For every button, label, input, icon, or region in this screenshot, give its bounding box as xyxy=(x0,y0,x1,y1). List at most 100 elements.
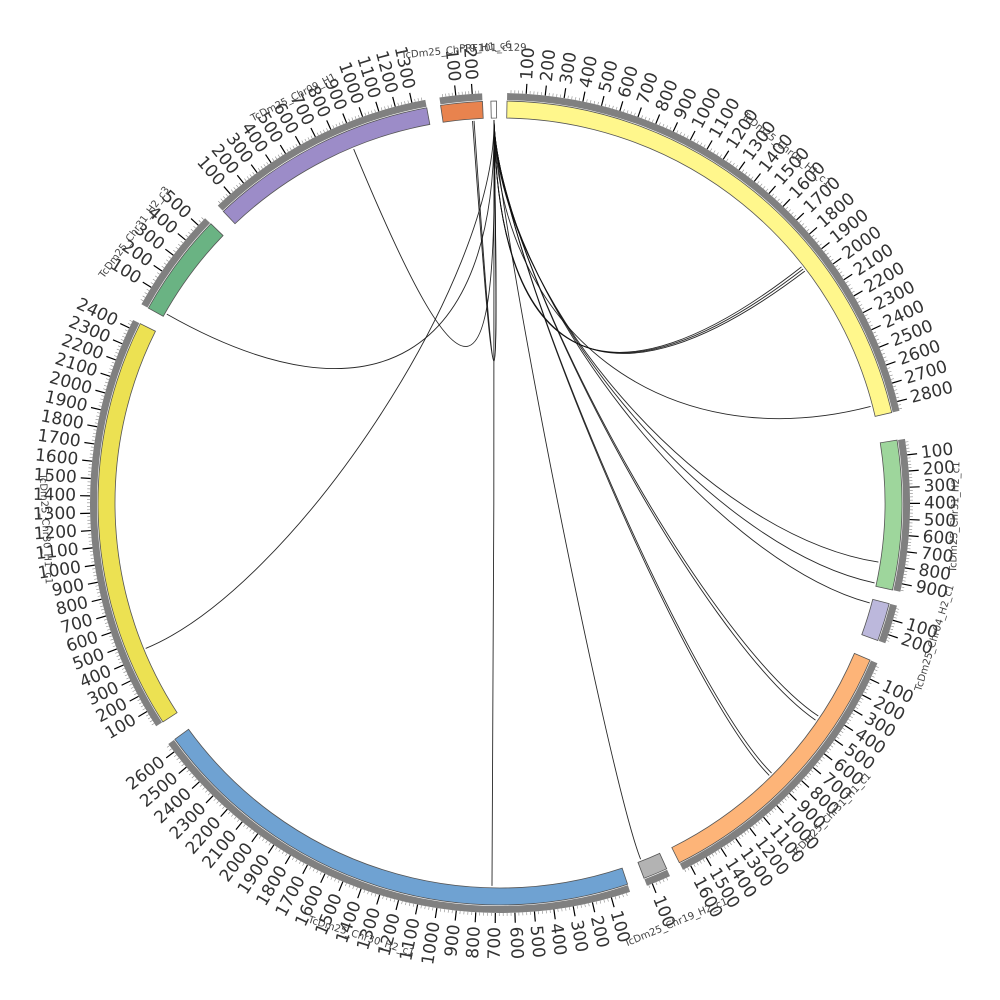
minor-tick xyxy=(146,714,149,717)
ideogram-band[interactable] xyxy=(97,323,178,723)
ideogram-band[interactable] xyxy=(490,100,498,119)
minor-tick xyxy=(98,405,102,407)
ideogram-band[interactable] xyxy=(671,652,871,864)
minor-tick xyxy=(901,586,905,588)
ideogram-band[interactable] xyxy=(506,100,893,417)
minor-tick xyxy=(231,814,234,817)
minor-tick xyxy=(110,365,114,367)
major-tick xyxy=(888,634,898,639)
minor-tick xyxy=(684,869,687,872)
major-tick xyxy=(121,680,131,686)
minor-tick xyxy=(191,775,195,779)
ideogram-band[interactable] xyxy=(147,223,224,317)
minor-tick xyxy=(835,265,838,268)
major-tick xyxy=(470,83,473,94)
major-tick xyxy=(310,127,316,138)
minor-tick xyxy=(755,823,758,827)
minor-tick xyxy=(104,622,108,624)
minor-tick xyxy=(846,721,850,725)
minor-tick xyxy=(751,176,754,180)
minor-tick xyxy=(99,602,103,604)
major-tick xyxy=(235,821,243,830)
tick-label: 500 xyxy=(526,925,549,959)
major-tick xyxy=(96,615,107,620)
minor-tick xyxy=(569,907,571,911)
major-tick xyxy=(637,107,642,118)
minor-tick xyxy=(109,635,113,638)
minor-tick xyxy=(348,884,351,888)
minor-tick xyxy=(796,785,800,789)
minor-tick xyxy=(626,110,629,114)
minor-tick xyxy=(397,102,399,106)
minor-tick xyxy=(289,147,292,151)
minor-tick xyxy=(679,131,682,135)
minor-tick xyxy=(738,836,741,840)
minor-tick xyxy=(651,119,654,123)
ideogram-band[interactable] xyxy=(637,852,668,879)
minor-tick xyxy=(741,834,744,837)
minor-tick xyxy=(868,321,872,324)
tick-label: 100 xyxy=(441,48,464,82)
tick-label: 200 xyxy=(459,47,481,81)
minor-tick xyxy=(173,250,176,253)
minor-tick xyxy=(847,284,851,287)
minor-tick xyxy=(301,140,304,144)
major-tick xyxy=(705,857,712,867)
minor-tick xyxy=(895,611,899,613)
minor-tick xyxy=(257,168,261,171)
tick-track xyxy=(644,869,671,886)
ideogram-band[interactable] xyxy=(875,439,903,591)
minor-tick xyxy=(902,580,906,582)
minor-tick xyxy=(860,697,864,700)
minor-tick xyxy=(817,761,821,765)
minor-tick xyxy=(249,828,252,832)
tick-label: 400 xyxy=(924,493,956,513)
major-tick xyxy=(376,894,381,905)
minor-tick xyxy=(858,700,862,703)
minor-tick xyxy=(798,220,802,223)
tick-label: 1200 xyxy=(33,522,78,545)
minor-tick xyxy=(193,225,196,229)
major-tick xyxy=(812,767,822,775)
major-tick xyxy=(106,355,116,361)
minor-tick xyxy=(92,571,96,573)
minor-tick xyxy=(828,748,832,751)
minor-tick xyxy=(352,885,355,889)
ideogram-band[interactable] xyxy=(174,728,629,906)
minor-tick xyxy=(597,101,599,105)
minor-tick xyxy=(424,906,426,910)
major-tick xyxy=(801,780,810,788)
minor-tick xyxy=(417,98,419,102)
minor-tick xyxy=(428,906,430,910)
minor-tick xyxy=(580,904,582,908)
minor-tick xyxy=(95,419,99,421)
ideogram-band[interactable] xyxy=(861,598,890,642)
minor-tick xyxy=(786,795,790,799)
minor-tick xyxy=(659,880,661,884)
major-tick xyxy=(95,389,106,394)
minor-tick xyxy=(252,172,255,175)
major-tick xyxy=(191,781,200,790)
minor-tick xyxy=(132,689,136,692)
major-tick xyxy=(113,664,124,670)
minor-tick xyxy=(894,614,898,616)
minor-tick xyxy=(826,252,829,255)
minor-tick xyxy=(676,130,679,134)
minor-tick xyxy=(765,188,769,192)
minor-tick xyxy=(124,674,128,677)
ideogram-band[interactable] xyxy=(222,107,431,225)
tick-label: 300 xyxy=(923,475,956,496)
minor-tick xyxy=(374,893,377,897)
major-tick xyxy=(591,902,596,913)
minor-tick xyxy=(729,160,732,164)
minor-tick xyxy=(127,323,131,326)
minor-tick xyxy=(884,360,888,362)
minor-tick xyxy=(615,106,618,110)
minor-tick xyxy=(595,901,598,905)
minor-tick xyxy=(103,388,107,390)
minor-tick xyxy=(272,158,275,162)
minor-tick xyxy=(181,763,185,767)
minor-tick xyxy=(93,575,97,577)
minor-tick xyxy=(900,589,904,592)
ideogram-band[interactable] xyxy=(440,100,484,123)
